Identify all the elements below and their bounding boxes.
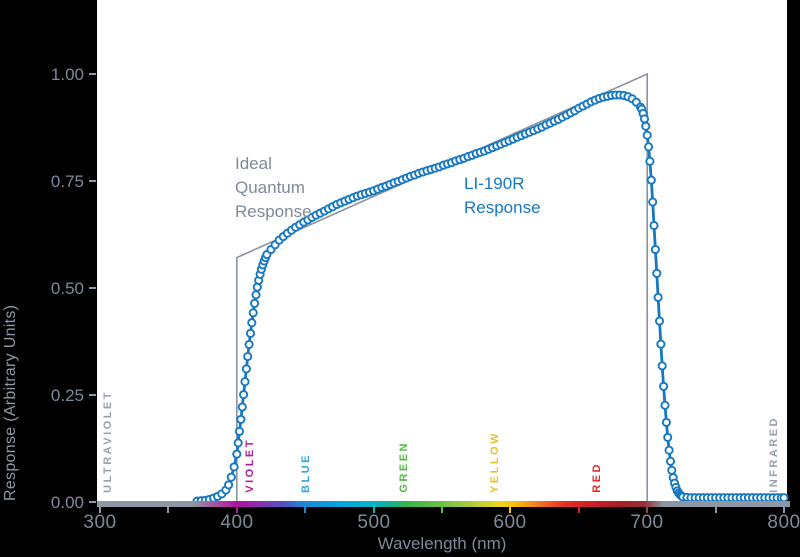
ideal-quantum-label: Ideal Quantum Response	[235, 154, 312, 221]
y-tick-mark	[89, 73, 96, 75]
x-tick-mark	[578, 507, 580, 513]
data-point-marker	[650, 244, 660, 255]
data-point-marker	[652, 268, 662, 278]
data-point-marker	[644, 142, 654, 152]
x-tick-mark	[99, 507, 101, 513]
data-point-marker	[248, 308, 258, 318]
data-point-marker	[663, 432, 673, 442]
x-tick-mark	[646, 507, 648, 513]
data-point-marker	[665, 456, 676, 466]
x-tick-label: 800	[767, 512, 800, 533]
band-label-violet: VIOLET	[244, 438, 256, 493]
data-point-marker	[241, 364, 251, 374]
data-point-marker	[245, 328, 256, 338]
data-point-marker	[234, 426, 245, 436]
data-point-marker	[649, 220, 659, 231]
plot-area	[97, 0, 787, 501]
x-tick-mark	[441, 507, 443, 513]
data-point-marker	[653, 292, 663, 302]
data-point-marker	[239, 390, 249, 400]
data-point-marker	[232, 449, 242, 459]
y-tick-label: 0.50	[50, 279, 84, 298]
y-axis-title: Response (Arbitrary Units)	[2, 304, 19, 501]
x-tick-label: 600	[493, 512, 527, 533]
band-label-blue: BLUE	[300, 453, 312, 493]
x-tick-label: 700	[630, 512, 664, 533]
data-point-marker	[667, 465, 677, 475]
data-point-marker	[251, 290, 261, 300]
ideal-quantum-line	[236, 72, 648, 502]
y-tick-mark	[89, 501, 96, 503]
data-point-marker	[646, 175, 656, 185]
data-point-marker	[661, 417, 671, 427]
x-tick-label: 500	[357, 512, 391, 533]
data-point-marker	[641, 121, 651, 131]
data-point-marker	[247, 318, 257, 328]
data-point-marker	[639, 114, 650, 124]
data-point-marker	[229, 462, 239, 472]
data-point-marker	[660, 400, 670, 410]
li190r-label: LI-190R Response	[464, 174, 541, 217]
data-point-marker	[237, 402, 247, 412]
x-tick-mark	[509, 507, 511, 513]
data-point-marker	[642, 130, 652, 140]
y-tick-label: 0.25	[50, 386, 84, 405]
x-tick-mark	[304, 507, 306, 513]
data-point-marker	[226, 472, 236, 482]
data-point-marker	[224, 480, 234, 490]
y-tick-label: 0.00	[50, 493, 84, 512]
ideal-quantum-path	[236, 72, 648, 502]
data-point-marker	[648, 197, 658, 207]
data-point-marker	[250, 298, 260, 308]
x-tick-mark	[373, 507, 375, 513]
band-label-green: GREEN	[398, 441, 410, 493]
data-point-marker	[664, 445, 674, 455]
band-label-ultraviolet: ULTRAVIOLET	[102, 390, 114, 493]
band-label-yellow: YELLOW	[489, 430, 501, 493]
x-tick-mark	[715, 507, 717, 513]
x-tick-mark	[236, 507, 238, 513]
x-tick-mark	[167, 507, 169, 513]
data-point-marker	[233, 438, 243, 448]
y-tick-label: 1.00	[50, 65, 84, 84]
data-point-marker	[645, 156, 655, 166]
y-tick-mark	[89, 394, 96, 396]
x-tick-label: 300	[83, 512, 117, 533]
data-point-marker	[243, 351, 253, 362]
data-point-marker	[654, 316, 665, 326]
data-point-marker	[236, 414, 246, 424]
li190r-data-point-markers	[192, 90, 789, 506]
x-tick-label: 400	[220, 512, 254, 533]
band-label-infrared: INFRARED	[768, 416, 780, 493]
y-tick-mark	[89, 287, 96, 289]
data-point-marker	[656, 339, 666, 349]
y-tick-label: 0.75	[50, 172, 84, 191]
data-point-marker	[657, 361, 667, 371]
band-label-red: RED	[591, 462, 603, 493]
x-tick-mark	[783, 507, 785, 513]
data-point-marker	[244, 339, 254, 350]
x-axis-spectrum-bar	[97, 501, 790, 507]
data-point-marker	[659, 381, 669, 391]
data-point-marker	[240, 377, 250, 387]
y-tick-mark	[89, 180, 96, 182]
x-axis-title: Wavelength (nm)	[377, 534, 507, 553]
